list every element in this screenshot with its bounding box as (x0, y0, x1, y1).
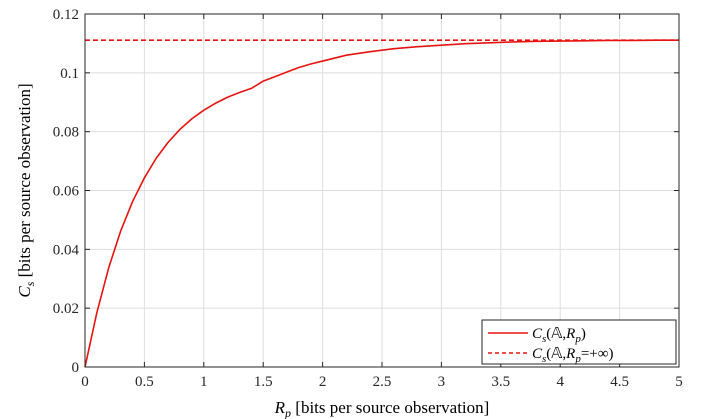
y-tick-label: 0 (72, 360, 80, 376)
x-axis-symbol-subscript: p (284, 406, 291, 419)
x-axis-symbol: R (274, 398, 286, 417)
grid (85, 14, 679, 367)
legend-label-cs-a-rp: Cs(𝔸,Rp) (532, 324, 586, 345)
legend-label-cs-a-rp-infinity: Cs(𝔸,Rp=+∞) (532, 344, 613, 365)
y-axis-title: Cs [bits per source observation] (15, 83, 37, 297)
x-tick-label: 4 (556, 374, 564, 390)
y-axis-unit: [bits per source observation] (15, 83, 34, 281)
x-axis-tick-labels: 0 0.5 1 1.5 2 2.5 3 3.5 4 4.5 5 (81, 374, 683, 390)
y-tick-label: 0.02 (53, 301, 79, 317)
y-tick-label: 0.04 (53, 242, 80, 258)
x-tick-label: 2 (319, 374, 327, 390)
legend: Cs(𝔸,Rp) Cs(𝔸,Rp=+∞) (481, 319, 677, 365)
x-tick-label: 4.5 (610, 374, 629, 390)
x-tick-label: 1 (200, 374, 208, 390)
y-tick-label: 0.06 (53, 184, 80, 200)
x-tick-label: 0.5 (135, 374, 154, 390)
y-axis-symbol: C (15, 286, 34, 298)
x-axis-unit: [bits per source observation] (291, 398, 489, 417)
legend-box (481, 319, 677, 365)
y-axis-symbol-subscript: s (23, 281, 37, 286)
y-tick-label: 0.12 (53, 7, 79, 23)
x-tick-label: 0 (81, 374, 89, 390)
y-tick-label: 0.08 (53, 125, 79, 141)
x-tick-label: 2.5 (373, 374, 392, 390)
x-tick-label: 3.5 (491, 374, 510, 390)
plot-series (84, 39, 679, 368)
x-tick-label: 1.5 (254, 374, 273, 390)
series-line-solid (84, 39, 679, 368)
y-axis-tick-labels: 0 0.02 0.04 0.06 0.08 0.1 0.12 (53, 7, 80, 376)
y-tick-label: 0.1 (60, 66, 79, 82)
x-tick-label: 5 (675, 374, 683, 390)
x-axis-title: Rp [bits per source observation] (274, 398, 490, 419)
x-tick-label: 3 (438, 374, 446, 390)
